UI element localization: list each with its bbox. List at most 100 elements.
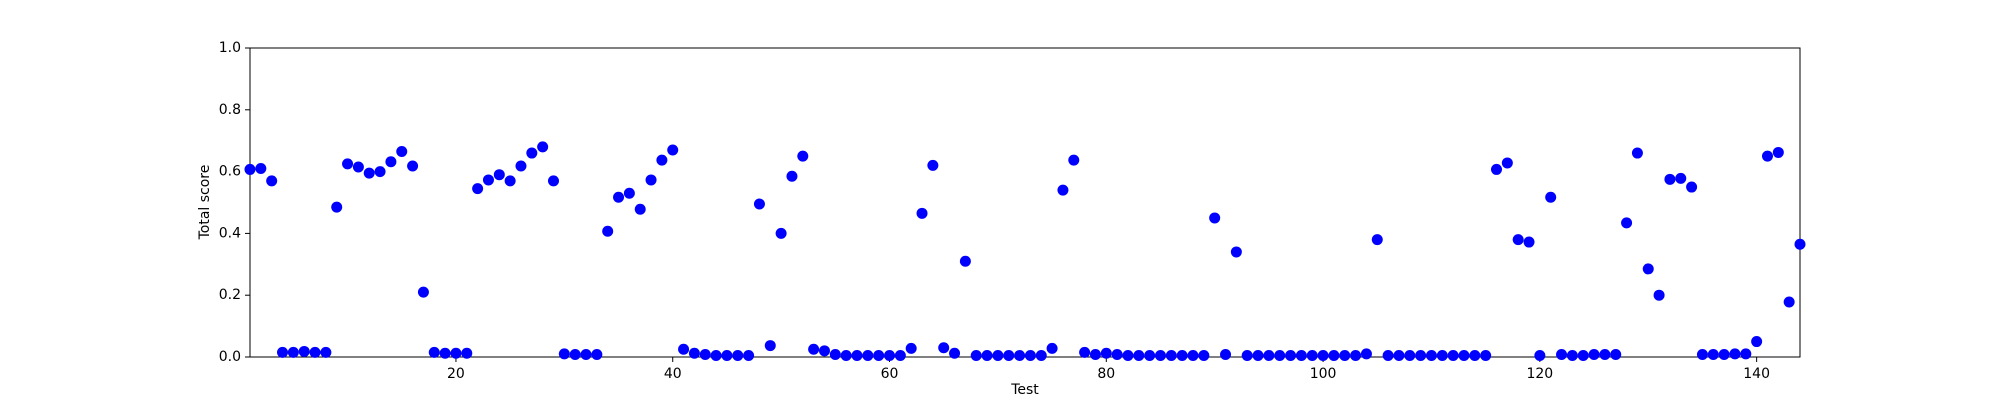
- x-tick-label: 120: [1526, 366, 1553, 382]
- data-point: [277, 346, 289, 358]
- data-point: [1382, 349, 1394, 361]
- x-tick-label: 140: [1743, 366, 1770, 382]
- data-point: [1761, 150, 1773, 162]
- data-point: [894, 349, 906, 361]
- data-point: [1696, 349, 1708, 361]
- data-point: [1621, 217, 1633, 229]
- data-point: [1523, 236, 1535, 248]
- data-point: [1751, 336, 1763, 348]
- data-point: [927, 159, 939, 171]
- data-point: [1241, 349, 1253, 361]
- data-point: [1501, 157, 1513, 169]
- data-point: [547, 175, 559, 187]
- data-point: [558, 348, 570, 360]
- data-point: [1339, 349, 1351, 361]
- data-point: [1068, 154, 1080, 166]
- data-point: [1024, 349, 1036, 361]
- data-point: [710, 349, 722, 361]
- data-point: [1176, 349, 1188, 361]
- data-point: [1577, 349, 1589, 361]
- data-point: [884, 349, 896, 361]
- data-point: [949, 347, 961, 359]
- data-point: [862, 349, 874, 361]
- data-point: [1642, 263, 1654, 275]
- data-point: [1686, 181, 1698, 193]
- data-point: [1469, 349, 1481, 361]
- data-point: [1317, 349, 1329, 361]
- y-tick-label: 1.0: [219, 40, 241, 56]
- data-point: [1187, 349, 1199, 361]
- data-point: [797, 150, 809, 162]
- x-tick-label: 80: [1097, 366, 1115, 382]
- data-point: [1035, 349, 1047, 361]
- x-tick-label: 20: [447, 366, 465, 382]
- data-point: [905, 342, 917, 354]
- data-point: [331, 201, 343, 213]
- data-point: [1664, 173, 1676, 185]
- x-axis-label: Test: [1010, 382, 1039, 398]
- y-tick-label: 0.2: [219, 287, 241, 303]
- data-point: [1491, 163, 1503, 175]
- data-point: [959, 255, 971, 267]
- data-point: [428, 346, 440, 358]
- data-point: [829, 349, 841, 361]
- data-point: [1436, 349, 1448, 361]
- data-point: [1328, 349, 1340, 361]
- data-point: [569, 349, 581, 361]
- data-point: [753, 198, 765, 210]
- data-point: [493, 169, 505, 181]
- data-point: [1415, 349, 1427, 361]
- data-point: [1144, 349, 1156, 361]
- data-point: [244, 163, 256, 175]
- y-tick-label: 0.8: [219, 102, 241, 118]
- data-point: [320, 346, 332, 358]
- data-point: [1588, 349, 1600, 361]
- data-point: [1729, 348, 1741, 360]
- data-point: [808, 343, 820, 355]
- data-point: [916, 207, 928, 219]
- data-point: [981, 349, 993, 361]
- data-point: [1014, 349, 1026, 361]
- data-point: [656, 154, 668, 166]
- plot-frame: [249, 47, 1801, 358]
- data-point: [1252, 349, 1264, 361]
- data-point: [1480, 349, 1492, 361]
- data-point: [1154, 349, 1166, 361]
- data-point: [1230, 246, 1242, 258]
- data-point: [1274, 349, 1286, 361]
- data-point: [407, 160, 419, 172]
- data-point: [1079, 346, 1091, 358]
- x-tick-label: 40: [664, 366, 682, 382]
- data-point: [1794, 238, 1806, 250]
- data-point: [1209, 212, 1221, 224]
- data-point: [1718, 349, 1730, 361]
- data-point: [851, 349, 863, 361]
- y-tick-label: 0.0: [219, 349, 241, 365]
- data-point: [1425, 349, 1437, 361]
- data-point: [1285, 349, 1297, 361]
- data-point: [1458, 349, 1470, 361]
- data-point: [1512, 234, 1524, 246]
- data-point: [1360, 348, 1372, 360]
- data-point: [1740, 348, 1752, 360]
- data-point: [992, 349, 1004, 361]
- data-point: [645, 174, 657, 186]
- data-point: [1447, 349, 1459, 361]
- data-point: [287, 346, 299, 358]
- data-point: [1122, 349, 1134, 361]
- data-point: [1295, 349, 1307, 361]
- data-point: [1111, 349, 1123, 361]
- data-point: [1133, 349, 1145, 361]
- data-point: [1089, 349, 1101, 361]
- data-point: [580, 349, 592, 361]
- data-point: [1306, 349, 1318, 361]
- data-point: [743, 349, 755, 361]
- data-point: [699, 349, 711, 361]
- y-axis-label: Total score: [197, 165, 213, 241]
- data-point: [1631, 147, 1643, 159]
- y-tick-label: 0.4: [219, 225, 241, 241]
- data-point: [1675, 172, 1687, 184]
- data-point: [537, 141, 549, 153]
- data-point: [732, 349, 744, 361]
